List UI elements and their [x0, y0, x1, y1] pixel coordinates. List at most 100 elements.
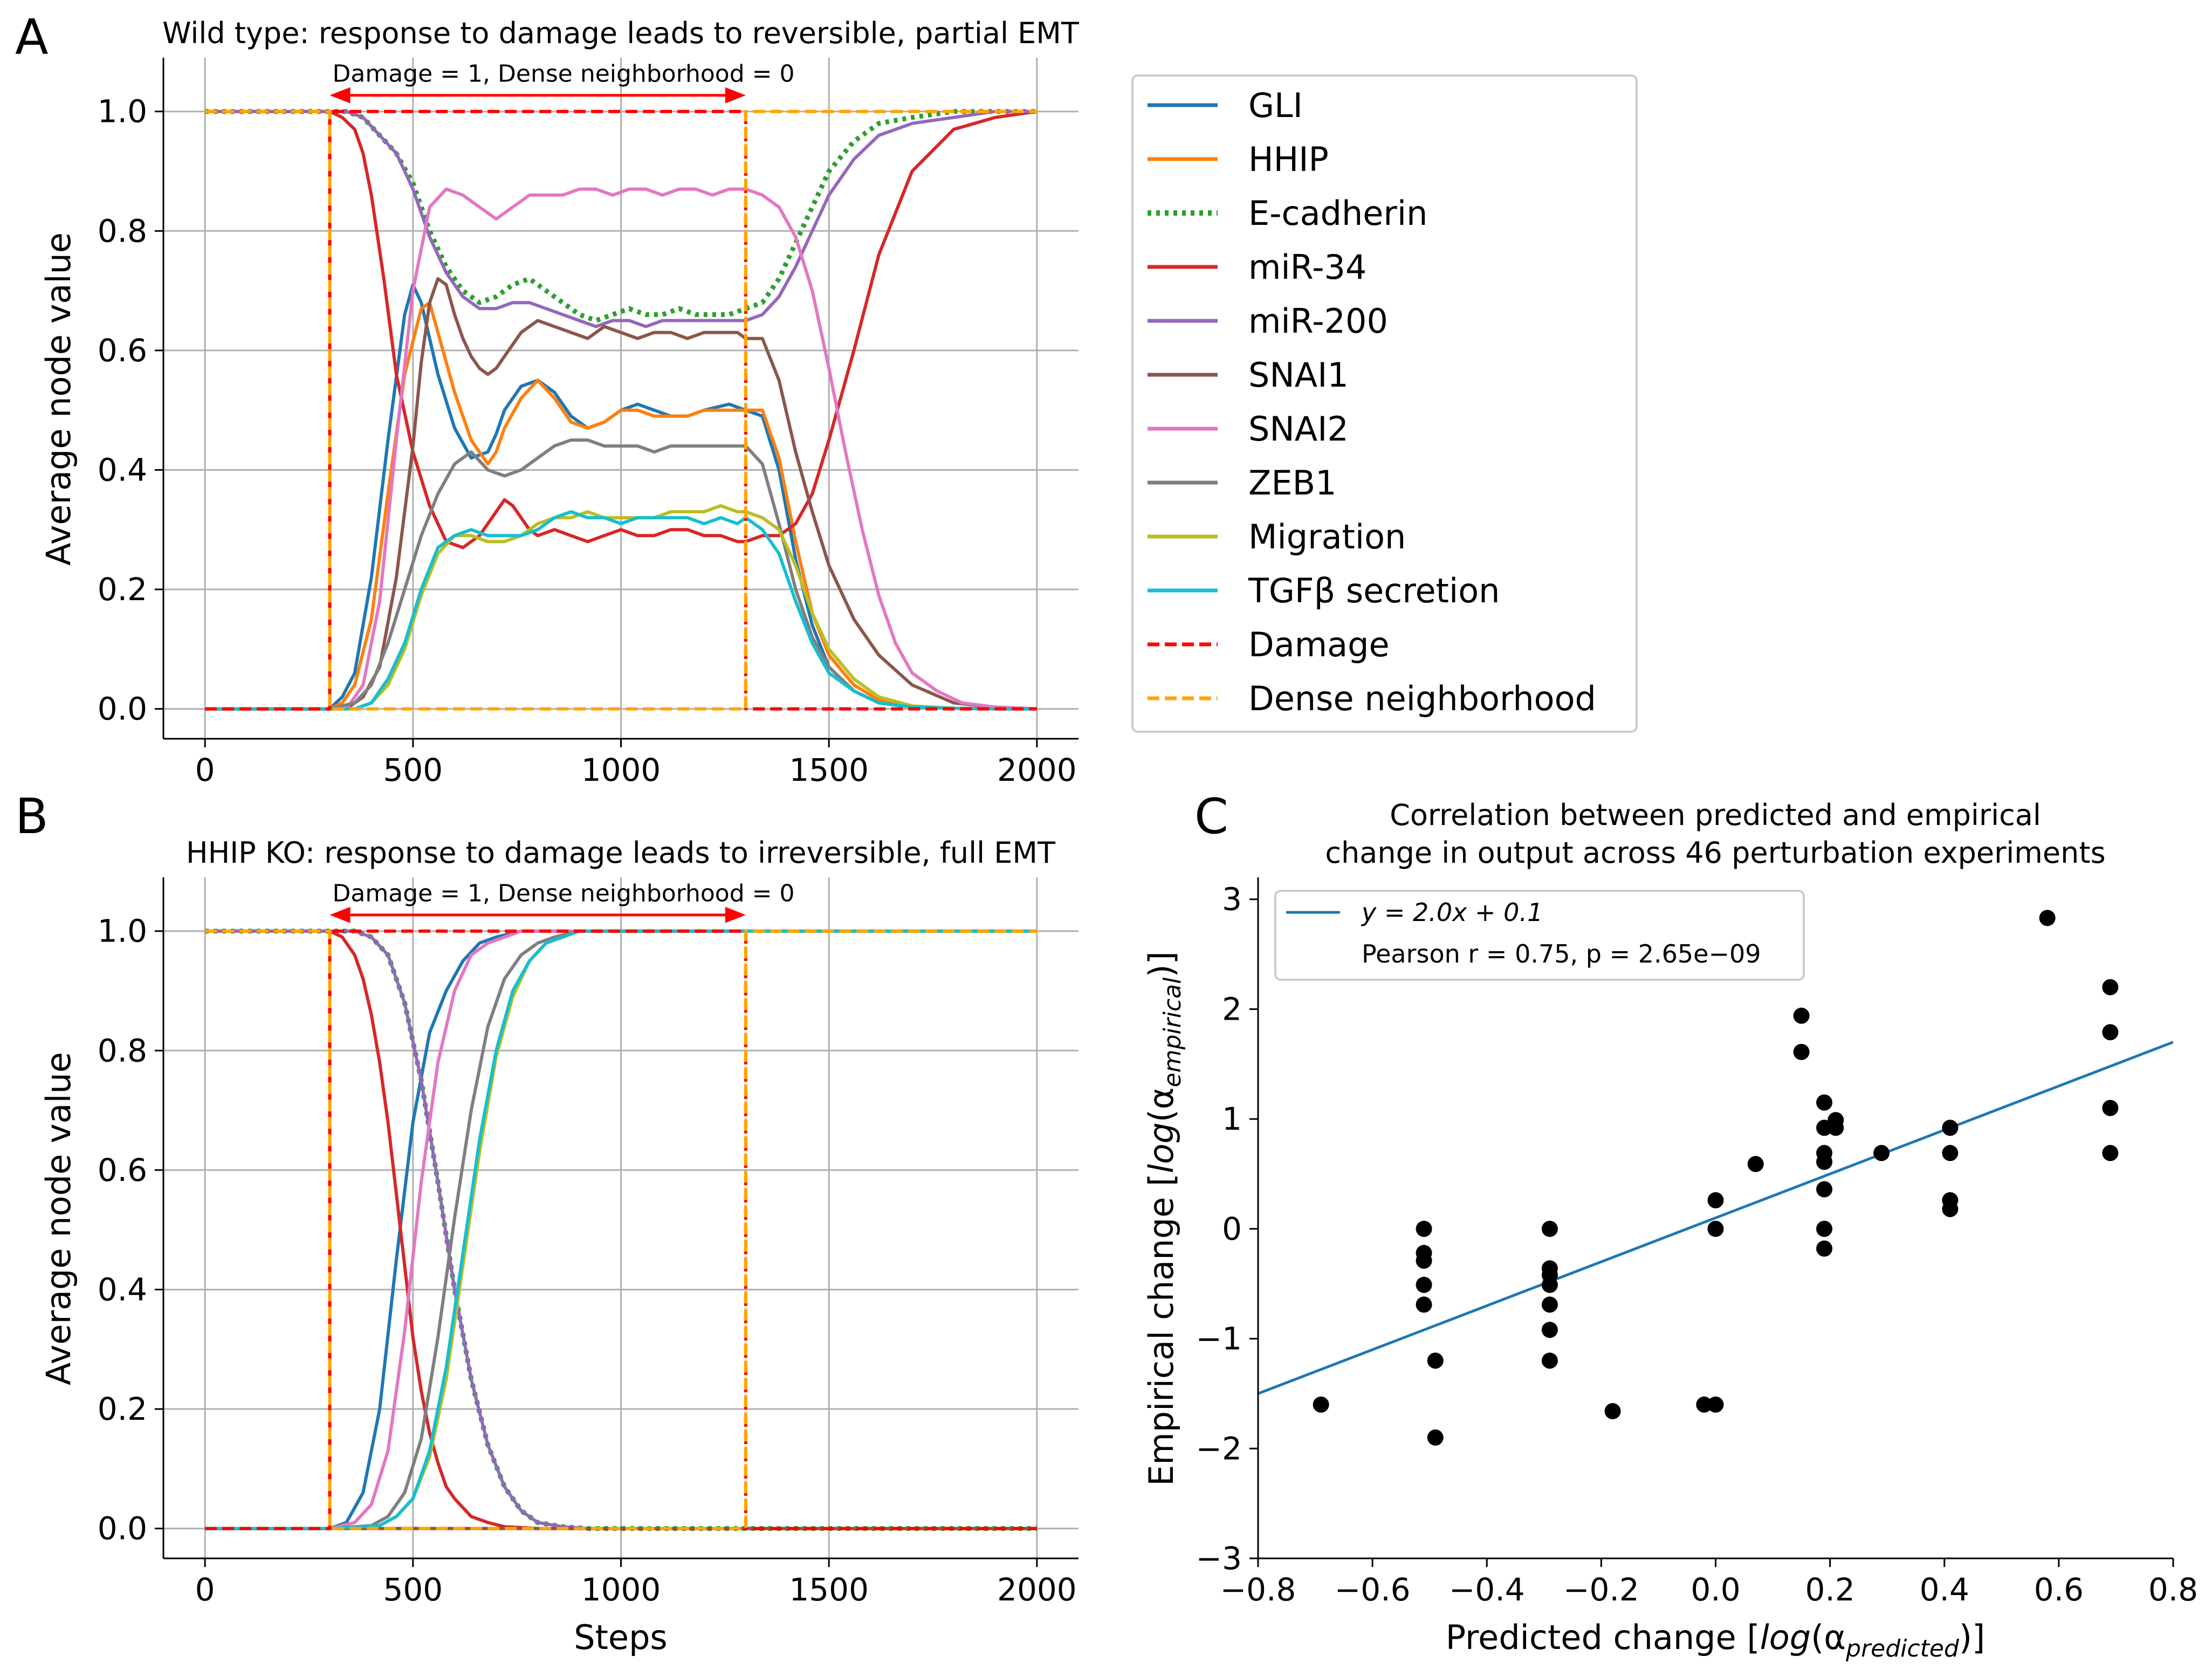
panel-c-ytick-label: −1 — [1196, 1321, 1242, 1357]
panel-c-point — [1696, 1396, 1713, 1413]
panel-b-annotation-arrowhead-right — [725, 906, 746, 923]
panel-c-point — [1707, 1192, 1724, 1208]
panel-a-xtick-label: 500 — [383, 752, 443, 788]
panel-c-point — [1873, 1145, 1890, 1162]
panel-b-xlabel: Steps — [574, 1618, 667, 1657]
panel-c-point — [1541, 1296, 1558, 1313]
legend-label-hhip: HHIP — [1248, 140, 1329, 179]
panel-c-xtick-label: −0.6 — [1335, 1571, 1411, 1608]
legend-label-damage: Damage — [1248, 625, 1390, 664]
panel-a-series-snai2 — [205, 187, 1038, 711]
legend-label-e-cadherin: E-cadherin — [1248, 194, 1427, 233]
panel-a-xtick-label: 1000 — [581, 752, 661, 788]
panel-c-xlabel: Predicted change [log(αpredicted)] — [1446, 1618, 1985, 1662]
panel-b-series-dense-neighborhood — [205, 929, 1037, 1530]
legend-label-snai1: SNAI1 — [1248, 355, 1349, 395]
panel-a-xtick-label: 1500 — [789, 752, 869, 788]
panel-c-point — [1793, 1043, 1810, 1060]
panel-c-legend-stats: Pearson r = 0.75, p = 2.65e−09 — [1362, 939, 1761, 968]
panel-c-plot — [1258, 910, 2173, 1446]
panel-c-xtick-label: 0.2 — [1805, 1571, 1855, 1608]
legend-label-tgf-secretion: TGFβ secretion — [1248, 571, 1500, 610]
panel-c-point — [1747, 1156, 1764, 1172]
legend: GLI HHIP E-cadherin miR-34 miR-200 SNAI1 SNAI2… — [1131, 74, 1638, 733]
panel-c-ylabel-sub: empirical — [1159, 977, 1186, 1088]
panel-c-point — [1707, 1396, 1724, 1413]
panel-c-ylabel: Empirical change [log(αempirical)] — [1142, 951, 1186, 1486]
panel-a-series-zeb1 — [205, 438, 1037, 711]
panel-a-annotation-text: Damage = 1, Dense neighborhood = 0 — [333, 60, 795, 88]
panel-a-series-migration — [205, 504, 1037, 711]
panel-c-point — [1427, 1429, 1444, 1446]
panel-c-xlabel-log: log — [1760, 1618, 1811, 1657]
panel-b-letter: B — [15, 788, 49, 845]
panel-c-point — [1604, 1403, 1621, 1420]
panel-a-series — [205, 109, 1038, 711]
panel-b-series-mir-34 — [205, 929, 1037, 1530]
panel-b-ytick-label: 1.0 — [98, 913, 147, 950]
panel-b-series — [205, 929, 1037, 1531]
panel-c-xlabel-paren: (α — [1811, 1618, 1846, 1657]
panel-b-ytick-label: 0.4 — [98, 1271, 147, 1308]
panel-b-annotation-text: Damage = 1, Dense neighborhood = 0 — [333, 880, 795, 908]
panel-c-legend: y = 2.0x + 0.1 Pearson r = 0.75, p = 2.6… — [1274, 890, 1805, 981]
panel-b-axes: 0 500 1000 1500 2000 0.0 0.2 0.4 0.6 0.8 1.0 — [98, 877, 1078, 1608]
panel-a-annotation: Damage = 1, Dense neighborhood = 0 — [329, 60, 795, 104]
panel-a-series-tgf-secretion — [205, 510, 1037, 711]
legend-label-gli: GLI — [1248, 86, 1303, 125]
panel-b-xtick-label: 1500 — [789, 1571, 869, 1608]
legend-label-snai2: SNAI2 — [1248, 409, 1349, 449]
panel-a-xtick-label: 2000 — [997, 752, 1077, 788]
panel-c-point — [1541, 1220, 1558, 1237]
panel-a-annotation-arrowhead-left — [329, 87, 351, 104]
panel-c-point — [1541, 1276, 1558, 1293]
panel-c-point — [1541, 1322, 1558, 1338]
panel-a-ylabel: Average node value — [39, 232, 78, 566]
panel-c-point — [1942, 1201, 1959, 1218]
panel-c-point — [1828, 1119, 1844, 1136]
panel-c-ylabel-log: log — [1142, 1122, 1181, 1173]
panel-c-point — [1416, 1220, 1432, 1237]
panel-a-title: Wild type: response to damage leads to r… — [162, 16, 1080, 50]
panel-a-series-damage — [205, 109, 1037, 711]
panel-c-point — [1793, 1007, 1810, 1024]
panel-b-ytick-label: 0.8 — [98, 1032, 147, 1069]
panel-c-fit-line — [1258, 1041, 2173, 1395]
panel-c-xlabel-prefix: Predicted change [ — [1446, 1618, 1760, 1657]
panel-a-ytick-label: 0.2 — [98, 571, 147, 608]
panel-b-xtick-label: 2000 — [997, 1571, 1077, 1608]
panel-c-ytick-label: 0 — [1222, 1211, 1242, 1247]
panel-b-ytick-label: 0.0 — [98, 1510, 147, 1547]
panel-c-point — [2102, 1024, 2119, 1041]
panel-c-point — [1942, 1119, 1959, 1136]
panel-c-xtick-label: −0.8 — [1220, 1571, 1296, 1608]
panel-a-ytick-label: 0.0 — [98, 691, 147, 727]
panel-c-point — [1313, 1396, 1329, 1413]
panel-c-point — [1427, 1352, 1444, 1369]
panel-c-legend-fit: y = 2.0x + 0.1 — [1361, 898, 1543, 927]
panel-c-point — [1816, 1240, 1833, 1257]
panel-a-ytick-label: 0.4 — [98, 451, 147, 488]
panel-c-ytick-label: 1 — [1222, 1101, 1242, 1137]
panel-c: C Correlation between predicted and empi… — [1142, 788, 2198, 1662]
panel-c-xtick-label: −0.2 — [1563, 1571, 1639, 1608]
panel-b-ytick-label: 0.2 — [98, 1391, 147, 1427]
panel-c-point — [2102, 979, 2119, 995]
panel-c-point — [1416, 1276, 1432, 1293]
panel-c-ytick-label: 3 — [1222, 881, 1242, 918]
panel-a-xtick-label: 0 — [195, 752, 215, 788]
panel-a-series-mir-34 — [205, 109, 1038, 549]
legend-label-dense-neighborhood: Dense neighborhood — [1248, 679, 1596, 718]
panel-a-series-snai1 — [205, 277, 1038, 711]
panel-a-series-dense-neighborhood — [205, 109, 1037, 711]
panel-c-ytick-label: −3 — [1196, 1540, 1242, 1577]
panel-a-ytick-label: 0.6 — [98, 332, 147, 369]
panel-c-ylabel-paren: (α — [1142, 1087, 1181, 1122]
panel-b-xtick-label: 0 — [195, 1571, 215, 1608]
legend-label-zeb1: ZEB1 — [1248, 463, 1337, 503]
panel-a-axes: 0 500 1000 1500 2000 0.0 0.2 0.4 0.6 0.8 1.0 — [98, 58, 1078, 788]
panel-c-letter: C — [1194, 788, 1228, 845]
panel-c-point — [2039, 910, 2056, 926]
legend-frame — [1131, 74, 1638, 733]
